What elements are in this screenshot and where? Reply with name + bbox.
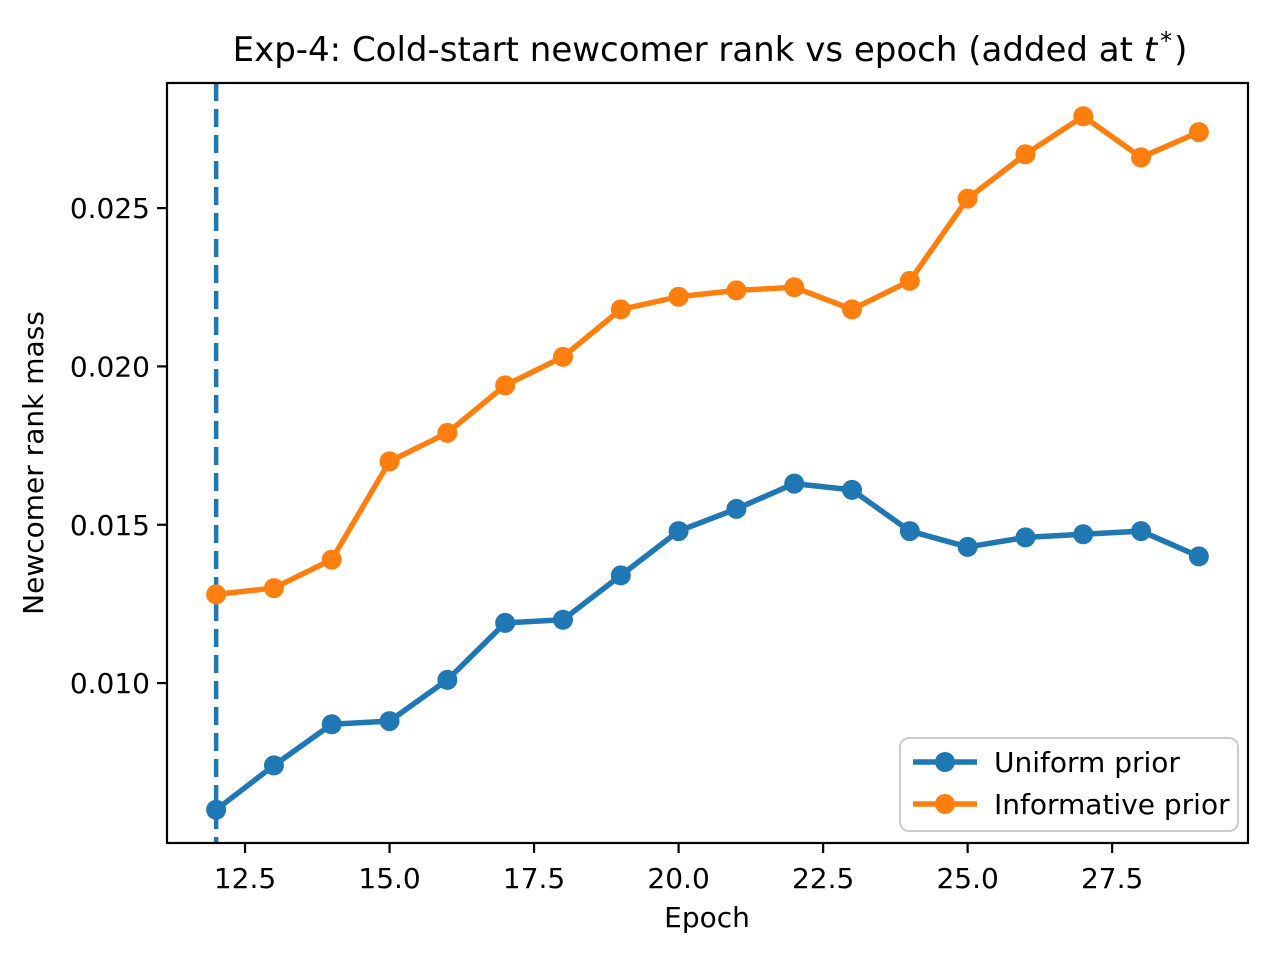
data-point-marker	[726, 498, 747, 519]
data-point-marker	[726, 280, 747, 301]
data-point-marker	[610, 565, 631, 586]
legend-box	[899, 737, 1239, 832]
data-point-marker	[263, 755, 284, 776]
legend-item-uniform: Uniform prior	[913, 746, 1180, 779]
data-point-marker	[379, 711, 400, 732]
data-point-marker	[437, 422, 458, 443]
x-tick-label: 27.5	[1081, 862, 1143, 895]
series-layer	[206, 106, 1209, 820]
data-point-marker	[1073, 524, 1094, 545]
legend: Uniform prior Informative prior	[899, 737, 1239, 832]
y-tick-label: 0.025	[70, 192, 150, 225]
data-point-marker	[668, 521, 689, 542]
data-point-marker	[610, 299, 631, 320]
data-point-marker	[1073, 106, 1094, 127]
x-axis-label: Epoch	[664, 901, 750, 934]
y-tick-label: 0.020	[70, 350, 150, 383]
x-tick-label: 20.0	[647, 862, 709, 895]
data-point-marker	[495, 375, 516, 396]
data-point-marker	[1015, 144, 1036, 165]
data-point-marker	[1015, 527, 1036, 548]
data-point-marker	[784, 473, 805, 494]
y-tick-label: 0.010	[70, 667, 150, 700]
data-point-marker	[899, 270, 920, 291]
data-point-marker	[206, 799, 227, 820]
data-point-marker	[1188, 122, 1209, 143]
legend-uniform-label: Uniform prior	[994, 746, 1180, 779]
chart-title-text: Exp-4: Cold-start newcomer rank vs epoch…	[233, 30, 1144, 70]
data-point-marker	[957, 536, 978, 557]
chart-title-math-var: t	[1144, 30, 1159, 70]
x-tick-label: 22.5	[792, 862, 854, 895]
data-point-marker	[842, 299, 863, 320]
data-point-marker	[1188, 546, 1209, 567]
legend-uniform-marker-icon	[935, 752, 955, 772]
data-point-marker	[206, 584, 227, 605]
x-tick-label: 12.5	[214, 862, 276, 895]
data-point-marker	[842, 479, 863, 500]
data-point-marker	[1131, 521, 1152, 542]
legend-informative-marker-icon	[935, 794, 955, 814]
data-point-marker	[899, 521, 920, 542]
data-point-marker	[321, 714, 342, 735]
data-point-marker	[668, 286, 689, 307]
data-point-marker	[552, 609, 573, 630]
data-point-marker	[437, 669, 458, 690]
x-tick-label: 15.0	[358, 862, 420, 895]
data-point-marker	[784, 277, 805, 298]
y-tick-label: 0.015	[70, 509, 150, 542]
y-axis-label: Newcomer rank mass	[17, 311, 50, 615]
legend-informative-label: Informative prior	[994, 788, 1230, 821]
x-tick-label: 17.5	[503, 862, 565, 895]
data-point-marker	[552, 346, 573, 367]
chart-title: Exp-4: Cold-start newcomer rank vs epoch…	[233, 27, 1188, 70]
ticks-layer: 12.5 15.0 17.5 20.0 22.5 25.0 27.5 0.010 0.015 0.…	[70, 192, 1143, 895]
series-line	[213, 113, 1202, 598]
data-point-marker	[321, 549, 342, 570]
data-point-marker	[379, 451, 400, 472]
data-point-marker	[1131, 147, 1152, 168]
data-point-marker	[263, 578, 284, 599]
chart-title-superscript: *	[1160, 27, 1172, 55]
plot-frame	[165, 81, 1250, 845]
x-tick-label: 25.0	[936, 862, 998, 895]
data-point-marker	[957, 188, 978, 209]
legend-item-informative: Informative prior	[913, 788, 1230, 821]
data-point-marker	[495, 612, 516, 633]
chart-title-close: )	[1174, 30, 1187, 70]
